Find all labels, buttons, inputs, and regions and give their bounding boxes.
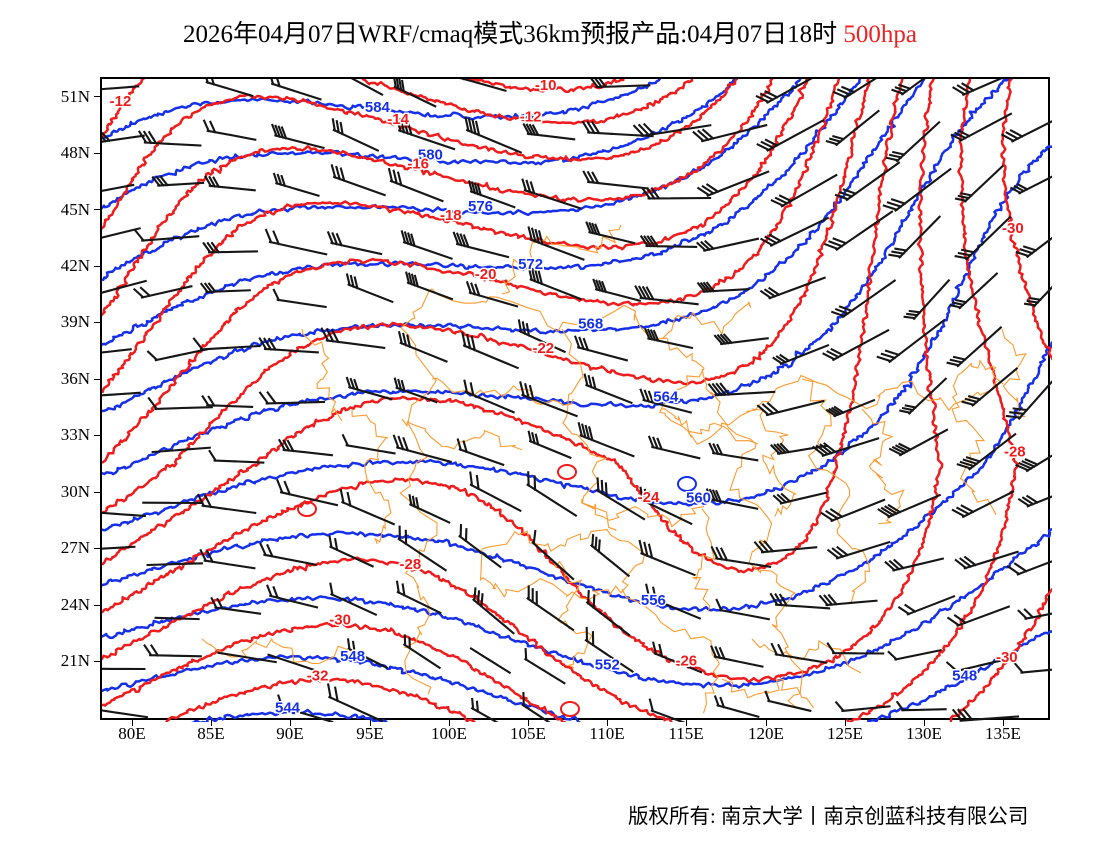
svg-text:568: 568 [578, 316, 603, 333]
svg-text:544: 544 [275, 699, 301, 716]
svg-text:-30: -30 [1002, 220, 1024, 237]
svg-text:548: 548 [952, 667, 977, 684]
svg-text:560: 560 [686, 490, 711, 507]
svg-text:548: 548 [340, 648, 365, 665]
svg-text:-12: -12 [520, 108, 542, 125]
svg-text:-14: -14 [387, 111, 409, 128]
svg-text:-10: -10 [535, 79, 557, 94]
svg-text:572: 572 [518, 256, 543, 273]
svg-text:-28: -28 [400, 556, 422, 573]
svg-text:-28: -28 [1004, 444, 1026, 461]
svg-text:576: 576 [468, 198, 493, 215]
svg-text:556: 556 [641, 592, 666, 609]
svg-text:-30: -30 [329, 612, 351, 629]
svg-text:-20: -20 [475, 266, 497, 283]
svg-text:552: 552 [595, 657, 620, 674]
svg-text:-32: -32 [307, 667, 329, 684]
svg-text:-24: -24 [638, 489, 660, 506]
svg-text:-26: -26 [675, 653, 697, 670]
svg-text:-16: -16 [407, 156, 429, 173]
svg-text:-18: -18 [440, 207, 462, 224]
svg-text:-12: -12 [110, 93, 132, 110]
svg-text:-30: -30 [996, 649, 1018, 666]
svg-text:564: 564 [653, 389, 679, 406]
svg-text:-22: -22 [532, 340, 554, 357]
